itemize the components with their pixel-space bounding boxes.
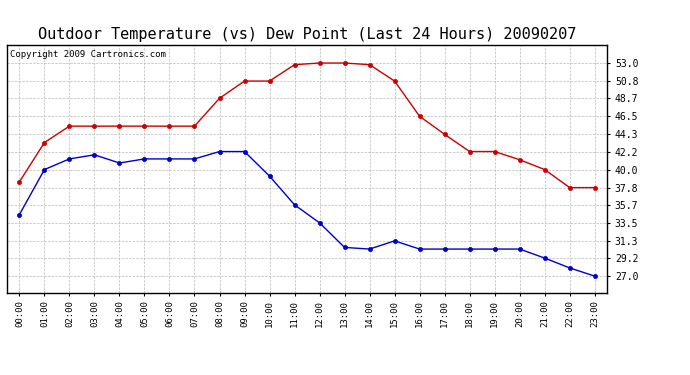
Text: Copyright 2009 Cartronics.com: Copyright 2009 Cartronics.com [10, 50, 166, 59]
Title: Outdoor Temperature (vs) Dew Point (Last 24 Hours) 20090207: Outdoor Temperature (vs) Dew Point (Last… [38, 27, 576, 42]
